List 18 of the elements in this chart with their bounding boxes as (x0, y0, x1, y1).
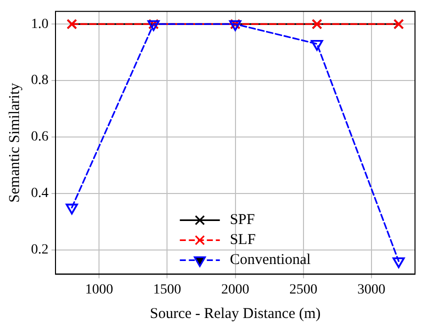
y-tick-label: 0.8 (31, 73, 48, 88)
legend-label: Conventional (230, 252, 311, 268)
point (392, 257, 405, 268)
legend-label: SLF (230, 232, 256, 248)
point (310, 40, 324, 51)
y-axis-title: Semantic Similarity (6, 82, 23, 203)
x-tick-label: 2500 (289, 282, 318, 298)
y-tick-label: 0.6 (31, 130, 48, 145)
x-tick-label: 2000 (221, 282, 250, 298)
y-tick-label: 0.2 (31, 242, 48, 258)
y-tick-label: 0.4 (31, 186, 48, 202)
x-axis-title: Source - Relay Distance (m) (150, 306, 321, 322)
legend-label: SPF (230, 212, 255, 228)
x-tick-label: 1000 (85, 282, 114, 298)
y-tick-label: 1.0 (31, 16, 48, 32)
x-tick-label: 1500 (153, 282, 182, 298)
x-tick-label: 3000 (357, 282, 386, 298)
point (66, 204, 78, 214)
